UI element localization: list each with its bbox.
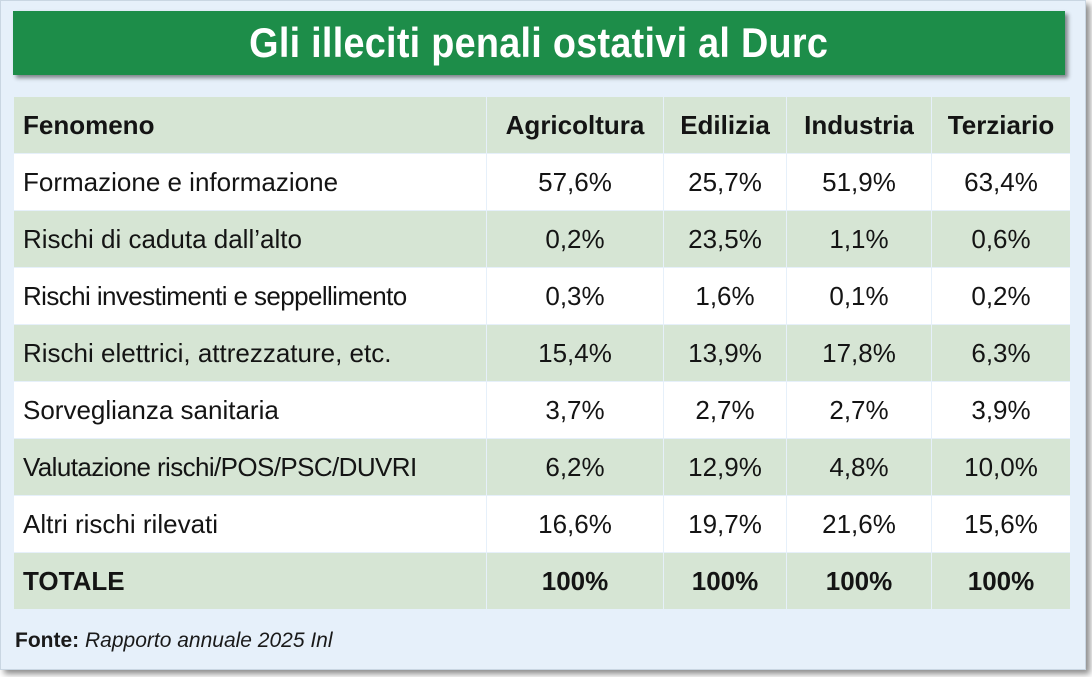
table-cell: 51,9% — [786, 153, 932, 211]
source-note: Fonte: Rapporto annuale 2025 Inl — [15, 629, 333, 653]
total-label: TOTALE — [13, 552, 487, 610]
page-title: Gli illeciti penali ostativi al Durc — [249, 19, 829, 66]
table-cell: 6,3% — [931, 324, 1071, 382]
table-cell: 3,9% — [931, 381, 1071, 439]
table-row: Sorveglianza sanitaria 3,7% 2,7% 2,7% 3,… — [13, 381, 1071, 439]
table-cell: 10,0% — [931, 438, 1071, 496]
table-row: Rischi di caduta dall’alto 0,2% 23,5% 1,… — [13, 210, 1071, 268]
row-label: Rischi investimenti e seppellimento — [13, 267, 487, 325]
table-row: Formazione e informazione 57,6% 25,7% 51… — [13, 153, 1071, 211]
table-cell: 1,6% — [663, 267, 787, 325]
table-header-row: Fenomeno Agricoltura Edilizia Industria … — [13, 96, 1071, 154]
table-cell: 15,6% — [931, 495, 1071, 553]
table-cell: 19,7% — [663, 495, 787, 553]
row-label: Sorveglianza sanitaria — [13, 381, 487, 439]
table-row: Rischi investimenti e seppellimento 0,3%… — [13, 267, 1071, 325]
column-header: Terziario — [931, 96, 1071, 154]
source-text: Rapporto annuale 2025 Inl — [85, 629, 333, 652]
table-cell: 25,7% — [663, 153, 787, 211]
table-cell: 0,1% — [786, 267, 932, 325]
total-cell: 100% — [931, 552, 1071, 610]
column-header: Fenomeno — [13, 96, 487, 154]
table-cell: 57,6% — [486, 153, 664, 211]
source-label: Fonte: — [15, 629, 80, 652]
column-header: Edilizia — [663, 96, 787, 154]
table-cell: 13,9% — [663, 324, 787, 382]
table-cell: 15,4% — [486, 324, 664, 382]
table-cell: 23,5% — [663, 210, 787, 268]
table-cell: 63,4% — [931, 153, 1071, 211]
total-row: TOTALE 100% 100% 100% 100% — [13, 552, 1071, 610]
table-cell: 0,6% — [931, 210, 1071, 268]
row-label: Rischi elettrici, attrezzature, etc. — [13, 324, 487, 382]
row-label: Altri rischi rilevati — [13, 495, 487, 553]
table-cell: 16,6% — [486, 495, 664, 553]
row-label: Formazione e informazione — [13, 153, 487, 211]
table-row: Valutazione rischi/POS/PSC/DUVRI 6,2% 12… — [13, 438, 1071, 496]
table-cell: 1,1% — [786, 210, 932, 268]
table-cell: 0,3% — [486, 267, 664, 325]
table-cell: 2,7% — [663, 381, 787, 439]
table-cell: 6,2% — [486, 438, 664, 496]
column-header: Agricoltura — [486, 96, 664, 154]
total-cell: 100% — [663, 552, 787, 610]
total-cell: 100% — [786, 552, 932, 610]
table-cell: 0,2% — [486, 210, 664, 268]
total-cell: 100% — [486, 552, 664, 610]
table-cell: 17,8% — [786, 324, 932, 382]
table-cell: 0,2% — [931, 267, 1071, 325]
table-cell: 3,7% — [486, 381, 664, 439]
row-label: Rischi di caduta dall’alto — [13, 210, 487, 268]
column-header: Industria — [786, 96, 932, 154]
table-cell: 12,9% — [663, 438, 787, 496]
table-cell: 2,7% — [786, 381, 932, 439]
data-table: Fenomeno Agricoltura Edilizia Industria … — [13, 96, 1071, 610]
table-row: Rischi elettrici, attrezzature, etc. 15,… — [13, 324, 1071, 382]
row-label: Valutazione rischi/POS/PSC/DUVRI — [13, 438, 487, 496]
table-row: Altri rischi rilevati 16,6% 19,7% 21,6% … — [13, 495, 1071, 553]
title-banner: Gli illeciti penali ostativi al Durc — [13, 11, 1065, 75]
table-cell: 4,8% — [786, 438, 932, 496]
table-cell: 21,6% — [786, 495, 932, 553]
